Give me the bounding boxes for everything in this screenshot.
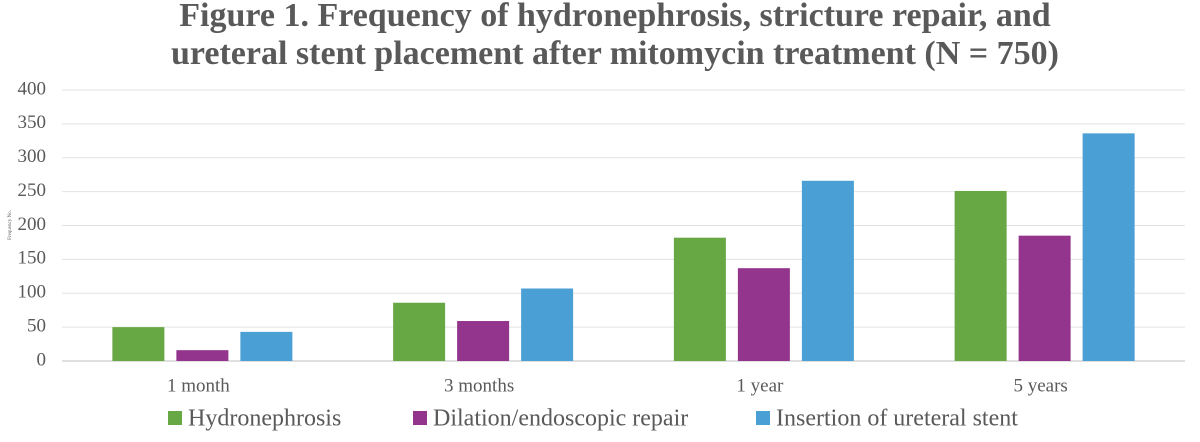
bar (954, 190, 1007, 361)
x-tick-label: 5 years (1013, 375, 1067, 396)
bar (737, 268, 790, 361)
bar (1082, 133, 1135, 361)
bar (176, 350, 229, 361)
y-tick-label: 200 (18, 214, 47, 235)
legend-label: Dilation/endoscopic repair (433, 406, 688, 432)
y-tick-label: 400 (18, 78, 47, 99)
y-tick-label: 300 (18, 146, 47, 167)
y-tick-label: 0 (37, 349, 47, 370)
bar (521, 288, 574, 361)
y-tick-label: 150 (18, 248, 47, 269)
legend-label: Insertion of ureteral stent (776, 406, 1018, 432)
legend-marker (168, 411, 182, 425)
x-tick-label: 3 months (444, 375, 514, 396)
y-tick-label: 100 (18, 282, 47, 303)
legend-marker (756, 411, 770, 425)
bar (393, 302, 446, 361)
chart-title: Figure 1. Frequency of hydronephrosis, s… (179, 0, 1051, 34)
y-tick-label: 250 (18, 180, 47, 201)
y-tick-label: 50 (27, 315, 46, 336)
bar (112, 327, 165, 361)
y-tick-label: 350 (18, 112, 47, 133)
bar (1018, 235, 1071, 361)
y-axis-label: Frequency No. (8, 210, 13, 240)
bar (457, 321, 510, 361)
bar (673, 237, 726, 361)
chart-title: ureteral stent placement after mitomycin… (171, 35, 1059, 72)
bar (801, 180, 854, 361)
x-tick-label: 1 year (736, 375, 784, 396)
bar (240, 331, 293, 361)
legend-label: Hydronephrosis (188, 406, 341, 432)
x-tick-label: 1 month (167, 375, 230, 396)
legend-marker (413, 411, 427, 425)
